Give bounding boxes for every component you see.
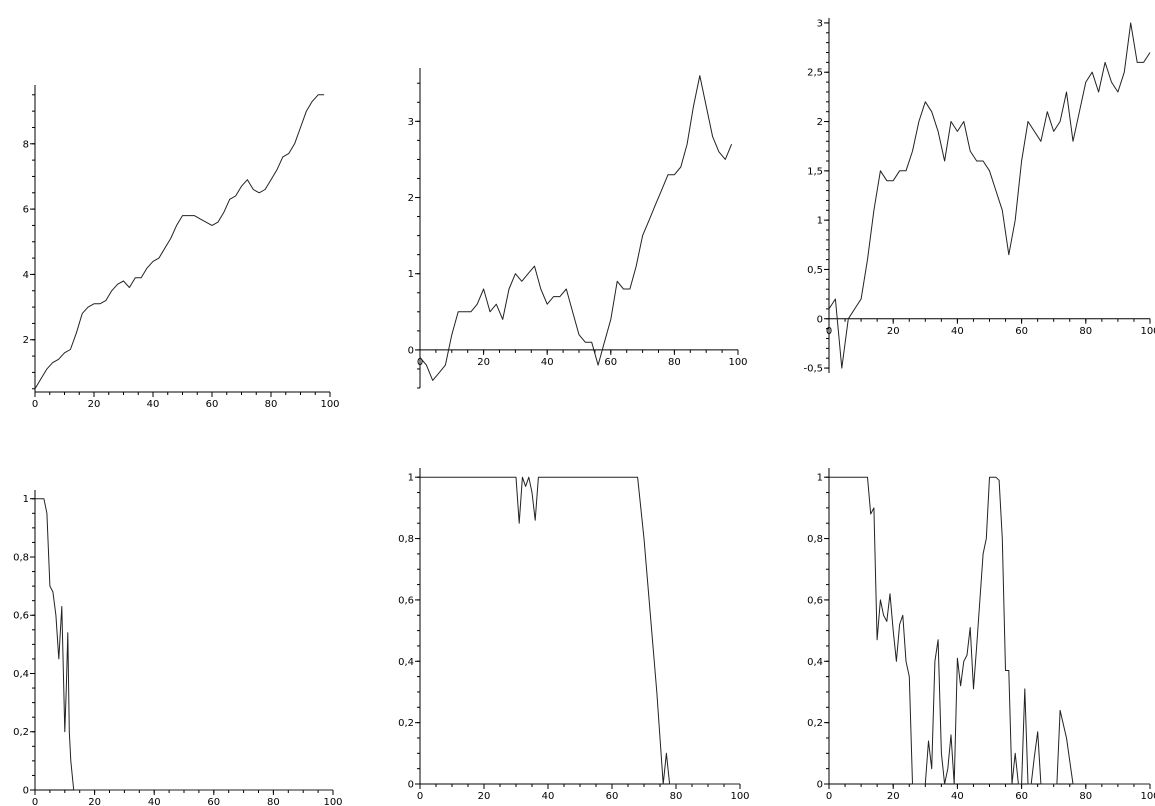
- x-tick-label: 80: [265, 399, 278, 410]
- x-tick-label: 0: [32, 399, 38, 410]
- x-tick-label: 80: [668, 357, 681, 368]
- y-tick-label: 1,5: [807, 166, 823, 177]
- y-tick-label: 1: [817, 216, 823, 227]
- y-tick-label: 4: [23, 270, 29, 281]
- y-tick-label: 0,5: [807, 265, 823, 276]
- y-tick-label: 3: [408, 117, 414, 128]
- x-tick-label: 0: [417, 357, 423, 368]
- y-tick-label: 8: [23, 139, 29, 150]
- x-tick-label: 60: [1015, 791, 1028, 802]
- chart-panel-6: 0 20 40 60 80 100 0 0,2 0,4 0,6 0,8 1: [807, 468, 1155, 802]
- x-tick-label: 80: [1079, 791, 1092, 802]
- x-tick-label: 100: [323, 797, 342, 806]
- y-tick-label: 0,2: [807, 718, 823, 729]
- y-tick-label: 1: [817, 473, 823, 484]
- x-tick-label: 40: [951, 791, 964, 802]
- y-tick-label: 0,4: [807, 657, 823, 668]
- series-line: [420, 476, 740, 785]
- y-tick-label: 6: [23, 205, 29, 216]
- y-tick-label: 0,6: [13, 611, 29, 622]
- x-tick-label: 0: [826, 326, 832, 337]
- x-tick-label: 40: [541, 357, 554, 368]
- y-tick-label: 0,2: [13, 727, 29, 738]
- y-tick-label: 0,6: [398, 595, 414, 606]
- y-tick-label: 0: [817, 780, 823, 791]
- y-tick-label: 1: [408, 269, 414, 280]
- x-tick-label: 100: [1140, 326, 1155, 337]
- x-tick-label: 20: [88, 399, 101, 410]
- x-tick-label: 60: [606, 791, 619, 802]
- x-tick-label: 60: [207, 797, 220, 806]
- x-tick-label: 100: [728, 357, 747, 368]
- x-tick-label: 80: [267, 797, 280, 806]
- y-tick-label: 0: [817, 314, 823, 325]
- y-tick-label: 0,8: [13, 552, 29, 563]
- series-line: [829, 476, 1150, 785]
- x-tick-label: 40: [951, 326, 964, 337]
- y-tick-label: 0: [408, 780, 414, 791]
- y-tick-label: 2,5: [807, 68, 823, 79]
- series-line: [34, 94, 325, 389]
- x-tick-label: 40: [147, 399, 160, 410]
- y-tick-label: 0,8: [807, 534, 823, 545]
- x-tick-label: 80: [1079, 326, 1092, 337]
- chart-panel-4: 0 20 40 60 80 100 0 0,2 0,4 0,6 0,8 1: [13, 490, 343, 806]
- x-tick-label: 20: [88, 797, 101, 806]
- chart-panel-5: 0 20 40 60 80 100 0 0,2 0,4 0,6 0,8 1: [398, 468, 750, 802]
- x-tick-label: 60: [604, 357, 617, 368]
- x-tick-label: 0: [826, 791, 832, 802]
- y-tick-label: 0,4: [398, 657, 414, 668]
- series-line: [419, 75, 733, 381]
- x-tick-label: 0: [417, 791, 423, 802]
- y-tick-label: 0,6: [807, 595, 823, 606]
- series-line: [828, 22, 1151, 369]
- y-tick-label: 1: [23, 494, 29, 505]
- y-tick-label: 0,8: [398, 534, 414, 545]
- x-tick-label: 20: [477, 357, 490, 368]
- y-tick-label: 2: [23, 335, 29, 346]
- y-tick-label: 3: [817, 18, 823, 29]
- y-tick-label: 0,4: [13, 669, 29, 680]
- x-tick-label: 20: [478, 791, 491, 802]
- x-tick-label: 60: [206, 399, 219, 410]
- x-tick-label: 80: [670, 791, 683, 802]
- y-tick-label: 1: [408, 473, 414, 484]
- y-tick-label: -0,5: [803, 364, 823, 375]
- y-tick-label: 0: [408, 345, 414, 356]
- x-tick-label: 60: [1015, 326, 1028, 337]
- x-tick-label: 100: [320, 399, 339, 410]
- chart-panel-1: 0 20 40 60 80 100 2 4 6 8: [23, 85, 340, 410]
- x-tick-label: 20: [887, 326, 900, 337]
- x-tick-label: 40: [148, 797, 161, 806]
- chart-panel-2: 0 20 40 60 80 100 0 1 2 3: [408, 68, 748, 389]
- x-tick-label: 100: [1140, 791, 1155, 802]
- y-tick-label: 2: [408, 193, 414, 204]
- x-tick-label: 20: [887, 791, 900, 802]
- chart-panel-3: 0 20 40 60 80 100 -0,5 0 0,5 1 1,5 2 2,5 3: [803, 18, 1155, 375]
- x-tick-label: 0: [32, 797, 38, 806]
- x-tick-label: 40: [542, 791, 555, 802]
- y-tick-label: 0: [23, 786, 29, 797]
- series-line: [35, 498, 333, 791]
- y-tick-label: 0,2: [398, 718, 414, 729]
- y-tick-label: 2: [817, 117, 823, 128]
- x-tick-label: 100: [730, 791, 749, 802]
